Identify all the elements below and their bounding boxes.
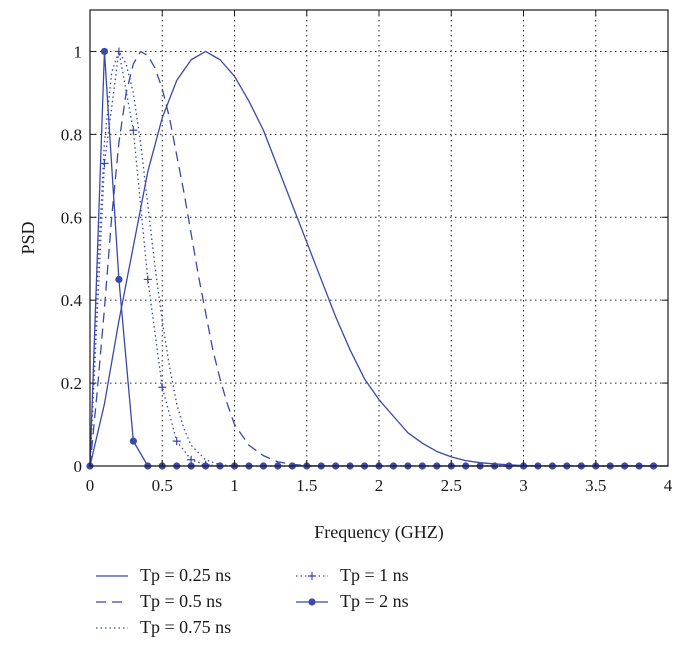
x-tick-label: 0: [86, 476, 95, 495]
series-3: [89, 47, 654, 469]
x-tick-label: 1: [230, 476, 239, 495]
series-2: [89, 50, 668, 467]
data-point: [158, 383, 167, 392]
data-point: [129, 126, 138, 135]
legend-marker: [308, 572, 316, 580]
axis-ticks: 0 0.5 1 1.5 2 2.5 3 3.5 4 0 0.2 0.4 0.6 0.8 1: [61, 10, 673, 495]
x-tick-label: 3: [519, 476, 528, 495]
series-layer: [86, 47, 668, 470]
legend-marker: [308, 598, 316, 606]
y-axis-label: PSD: [18, 221, 38, 254]
data-point: [172, 437, 181, 446]
x-axis-label: Frequency (GHZ): [314, 522, 443, 543]
y-tick-label: 0.4: [61, 291, 83, 310]
data-point: [100, 159, 109, 168]
plot-area-frame: [89, 9, 669, 467]
x-tick-label: 4: [664, 476, 673, 495]
data-point: [114, 47, 123, 56]
grid: [90, 10, 668, 466]
y-tick-label: 0.2: [61, 374, 82, 393]
legend-item: Tp = 2 ns: [296, 591, 409, 611]
legend: Tp = 0.25 ns Tp = 0.5 ns Tp = 0.75 ns Tp = …: [96, 565, 409, 637]
series-line: [89, 50, 668, 467]
data-point: [129, 437, 137, 445]
series-line: [89, 50, 654, 467]
legend-item: Tp = 0.25 ns: [96, 565, 231, 585]
legend-item: Tp = 0.75 ns: [96, 617, 231, 637]
x-tick-label: 2.5: [441, 476, 462, 495]
y-tick-label: 0: [74, 457, 83, 476]
data-point: [115, 275, 123, 284]
legend-label: Tp = 0.25 ns: [140, 565, 231, 585]
legend-item: Tp = 0.5 ns: [96, 591, 222, 611]
legend-item: Tp = 1 ns: [296, 565, 409, 585]
data-point: [143, 275, 152, 284]
legend-label: Tp = 0.5 ns: [140, 591, 222, 611]
y-tick-label: 0.8: [61, 125, 82, 144]
y-tick-label: 1: [74, 42, 83, 61]
series-4: [86, 47, 658, 470]
y-tick-label: 0.6: [61, 208, 82, 227]
x-tick-label: 3.5: [585, 476, 606, 495]
x-tick-label: 1.5: [296, 476, 317, 495]
data-point: [100, 47, 109, 56]
series-line: [89, 50, 654, 467]
x-tick-label: 2: [375, 476, 384, 495]
legend-label: Tp = 0.75 ns: [140, 617, 231, 637]
x-tick-label: 0.5: [152, 476, 173, 495]
legend-label: Tp = 1 ns: [340, 565, 409, 585]
legend-label: Tp = 2 ns: [340, 591, 409, 611]
